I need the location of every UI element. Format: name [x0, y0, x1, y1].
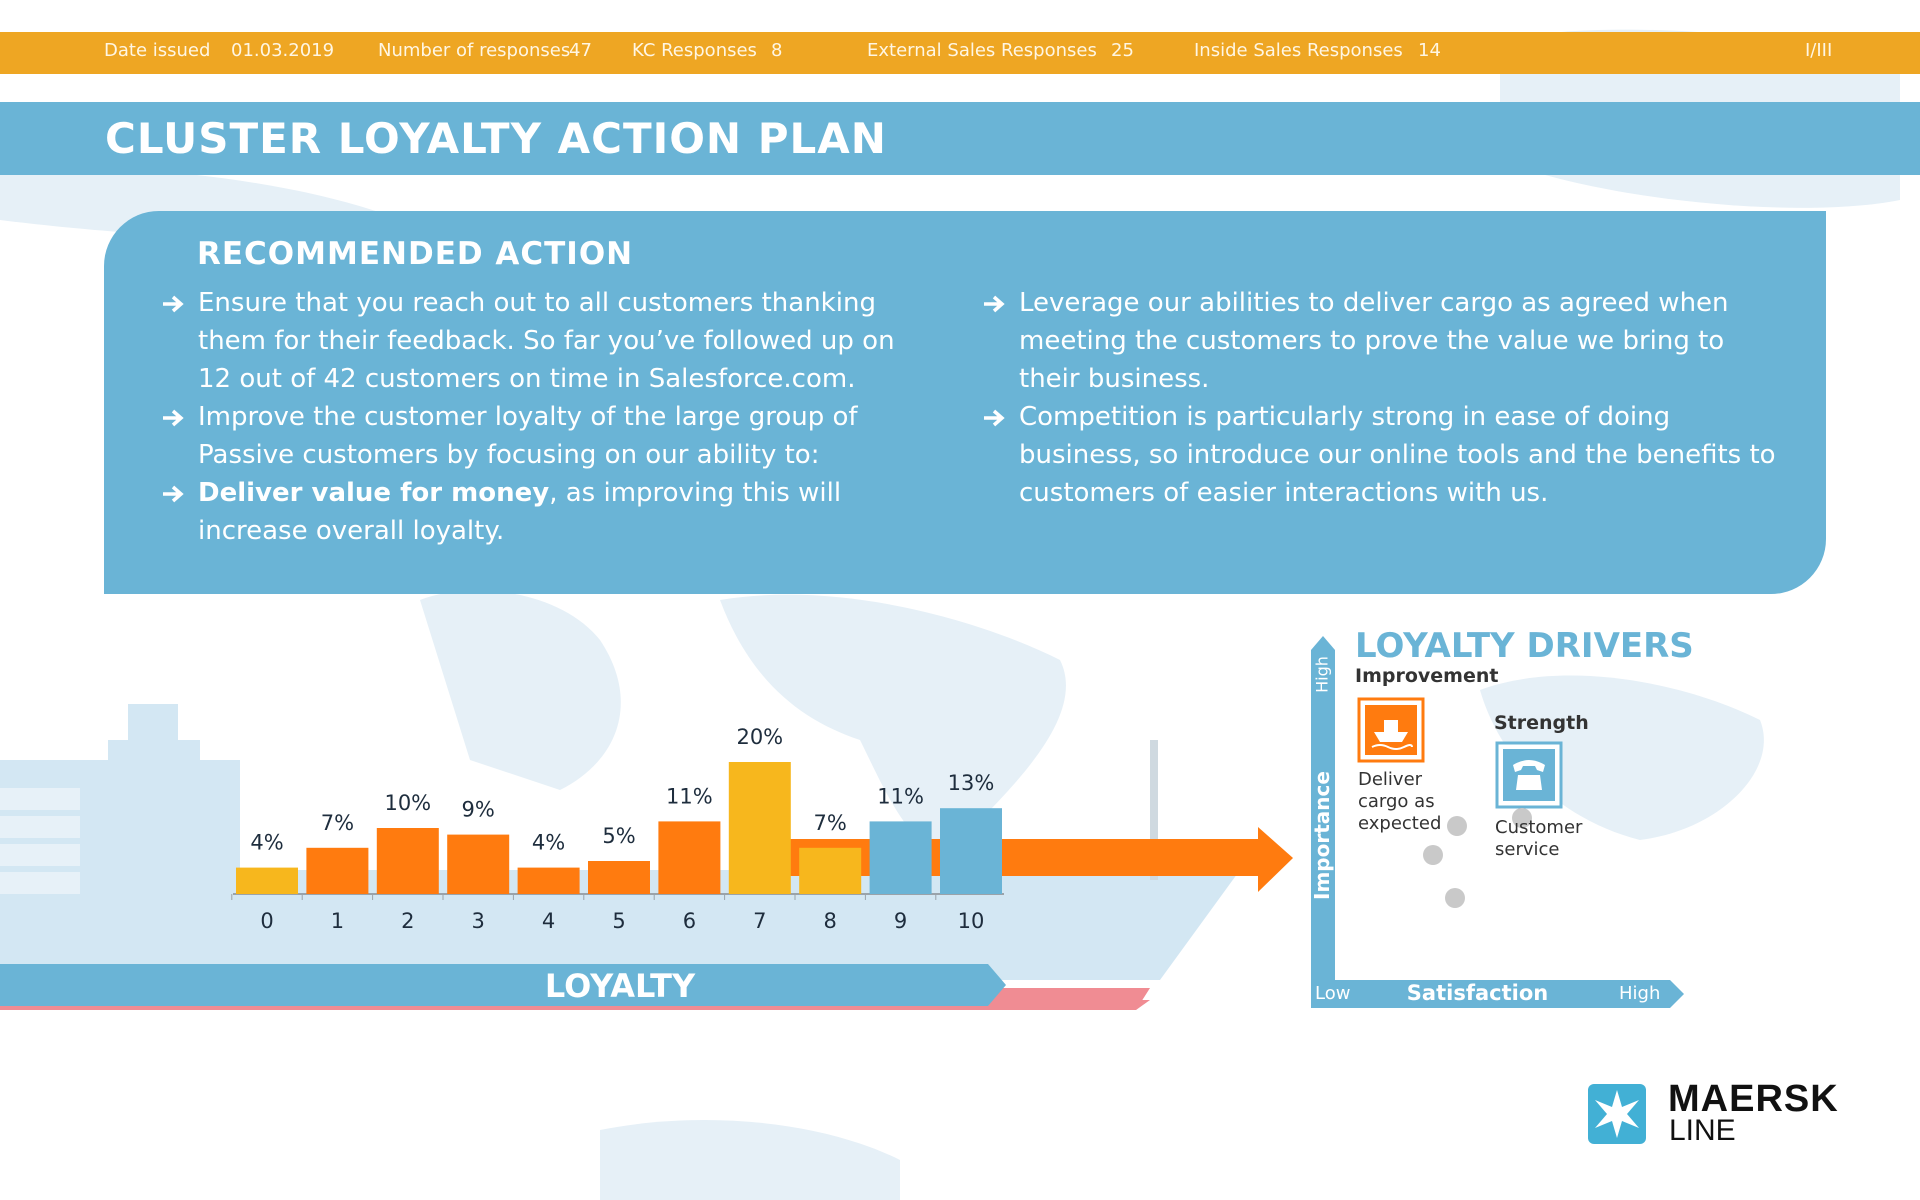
- strength-label: Strength: [1494, 712, 1589, 734]
- bullet-arrow: [163, 295, 184, 313]
- bullet-text: , as improving this will increase overal…: [198, 478, 842, 546]
- bar: [588, 861, 650, 894]
- data-label: 11%: [666, 784, 713, 808]
- bar: [517, 867, 580, 894]
- bar: [658, 821, 721, 894]
- x-tick-label: 8: [824, 909, 837, 933]
- bullet-arrow: [984, 295, 1005, 313]
- data-label: 7%: [321, 811, 354, 835]
- x-tick-label: 3: [472, 909, 485, 933]
- arrow-shape: [984, 409, 1005, 427]
- x-tick-label: 7: [753, 909, 766, 933]
- info-value: 8: [771, 40, 783, 61]
- bar: [236, 867, 298, 894]
- improvement-item: Deliver cargo as expected: [1358, 769, 1442, 834]
- improvement-label: Improvement: [1355, 665, 1499, 687]
- bar: [306, 847, 369, 894]
- bullet-arrow: [163, 485, 184, 503]
- x-tick-label: 5: [612, 909, 625, 933]
- strength-item: Customer service: [1495, 817, 1583, 860]
- x-axis-title: LOYALTY: [545, 967, 696, 1005]
- data-label: 4%: [532, 831, 565, 855]
- x-axis-title: Satisfaction: [1406, 981, 1549, 1005]
- bullet-column: Leverage our abilities to deliver cargo …: [983, 284, 1783, 512]
- x-tick-label: 6: [683, 909, 696, 933]
- data-label: 20%: [736, 725, 783, 749]
- info-label: External Sales Responses: [867, 40, 1097, 61]
- bullet: Improve the customer loyalty of the larg…: [162, 398, 932, 474]
- bullet-arrow: [984, 409, 1005, 427]
- drivers-title: LOYALTY DRIVERS: [1355, 626, 1694, 666]
- bullet-text: Improve the customer loyalty of the larg…: [198, 402, 858, 470]
- bullet: Leverage our abilities to deliver cargo …: [983, 284, 1783, 398]
- title-bar: [0, 102, 1920, 175]
- bullet-arrow: [163, 409, 184, 427]
- bullet-text: Leverage our abilities to deliver cargo …: [1019, 288, 1729, 394]
- data-label: 10%: [384, 791, 431, 815]
- info-value: 47: [569, 40, 592, 61]
- data-label: 13%: [948, 771, 995, 795]
- arrow-shape: [984, 295, 1005, 313]
- bar: [869, 821, 932, 894]
- arrow-shape: [163, 485, 184, 503]
- logo-text: MAERSK: [1668, 1078, 1839, 1120]
- y-axis-high: High: [1312, 656, 1332, 693]
- logo-text: LINE: [1669, 1114, 1736, 1147]
- bullet: Ensure that you reach out to all custome…: [162, 284, 932, 398]
- info-value: 01.03.2019: [231, 40, 335, 61]
- bullet-text: Competition is particularly strong in ea…: [1019, 402, 1776, 508]
- x-tick-label: 4: [542, 909, 555, 933]
- x-tick-label: 10: [958, 909, 985, 933]
- bar: [376, 828, 439, 894]
- page-title: CLUSTER LOYALTY ACTION PLAN: [105, 114, 887, 163]
- x-tick-label: 9: [894, 909, 907, 933]
- bar: [728, 762, 791, 894]
- bar: [799, 847, 862, 894]
- x-axis-low: Low: [1315, 983, 1351, 1004]
- data-label: 7%: [814, 811, 847, 835]
- data-label: 9%: [462, 798, 495, 822]
- x-axis-high: High: [1619, 983, 1661, 1004]
- bar: [940, 808, 1002, 894]
- bullet: Deliver value for money, as improving th…: [162, 474, 932, 550]
- info-label: Date issued: [104, 40, 211, 61]
- page-number: I/III: [1805, 40, 1833, 61]
- info-label: KC Responses: [632, 40, 757, 61]
- info-value: 14: [1418, 40, 1441, 61]
- bullet: Competition is particularly strong in ea…: [983, 398, 1783, 512]
- info-bar: [0, 32, 1920, 74]
- bullet-bold: Deliver value for money: [198, 478, 550, 508]
- bar: [447, 834, 510, 894]
- x-tick-label: 2: [401, 909, 414, 933]
- section-title: RECOMMENDED ACTION: [197, 236, 634, 272]
- data-label: 11%: [877, 784, 924, 808]
- x-tick-label: 0: [260, 909, 273, 933]
- recommended-action-box: [104, 211, 1826, 594]
- info-value: 25: [1111, 40, 1134, 61]
- bullet-text: Ensure that you reach out to all custome…: [198, 288, 895, 394]
- arrow-shape: [163, 409, 184, 427]
- info-label: Number of responses: [378, 40, 571, 61]
- data-label: 5%: [602, 824, 635, 848]
- bullet-column: Ensure that you reach out to all custome…: [162, 284, 932, 550]
- data-label: 4%: [250, 831, 283, 855]
- y-axis-title: Importance: [1310, 771, 1334, 900]
- x-tick-label: 1: [331, 909, 344, 933]
- info-label: Inside Sales Responses: [1194, 40, 1403, 61]
- arrow-shape: [163, 295, 184, 313]
